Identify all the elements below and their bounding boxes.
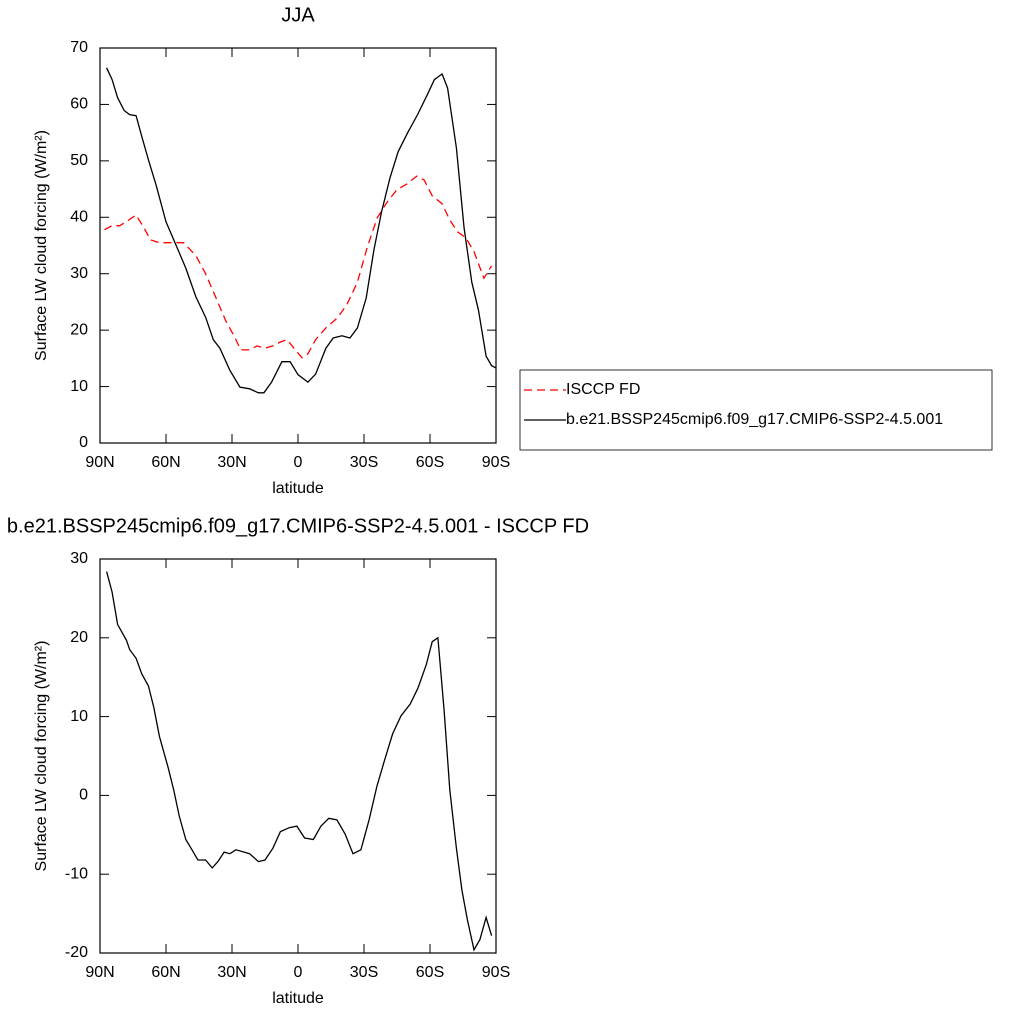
y-tick-label: 10	[70, 708, 88, 725]
y-tick-label: 0	[79, 787, 88, 804]
data-line	[105, 571, 493, 952]
x-axis-label: latitude	[272, 990, 324, 1007]
y-tick-label: 30	[70, 550, 88, 567]
y-tick-label: 30	[70, 265, 88, 282]
legend-label: ISCCP FD	[566, 381, 640, 398]
y-tick-label: 60	[70, 96, 88, 113]
x-tick-label: 30S	[350, 964, 378, 981]
x-tick-label: 30N	[217, 454, 246, 471]
y-tick-label: 10	[70, 378, 88, 395]
x-tick-label: 60S	[416, 454, 444, 471]
chart-title: b.e21.BSSP245cmip6.f09_g17.CMIP6-SSP2-4.…	[7, 515, 589, 537]
y-tick-label: 0	[79, 434, 88, 451]
x-tick-label: 30N	[217, 964, 246, 981]
legend-label: b.e21.BSSP245cmip6.f09_g17.CMIP6-SSP2-4.…	[566, 411, 943, 428]
data-line	[104, 175, 493, 359]
plot-frame	[99, 47, 497, 444]
x-tick-label: 90N	[85, 964, 114, 981]
x-tick-label: 60N	[151, 964, 180, 981]
y-tick-label: 70	[70, 39, 88, 56]
x-tick-label: 90S	[482, 964, 510, 981]
x-tick-label: 90N	[85, 454, 114, 471]
y-tick-label: 20	[70, 321, 88, 338]
x-tick-label: 0	[294, 454, 303, 471]
legend-box	[519, 369, 993, 451]
y-tick-label: -10	[65, 865, 88, 882]
y-tick-label: 40	[70, 209, 88, 226]
x-tick-label: 60S	[416, 964, 444, 981]
x-tick-label: 60N	[151, 454, 180, 471]
y-tick-label: -20	[65, 944, 88, 961]
x-tick-label: 0	[294, 964, 303, 981]
y-tick-label: 50	[70, 152, 88, 169]
y-tick-label: 20	[70, 629, 88, 646]
data-line	[106, 67, 497, 394]
y-axis-label: Surface LW cloud forcing (W/m²)	[33, 641, 50, 872]
plot-frame	[99, 558, 497, 954]
x-tick-label: 30S	[350, 454, 378, 471]
y-axis-label: Surface LW cloud forcing (W/m²)	[33, 130, 50, 361]
x-axis-label: latitude	[272, 480, 324, 497]
x-tick-label: 90S	[482, 454, 510, 471]
chart-title: JJA	[281, 4, 315, 26]
